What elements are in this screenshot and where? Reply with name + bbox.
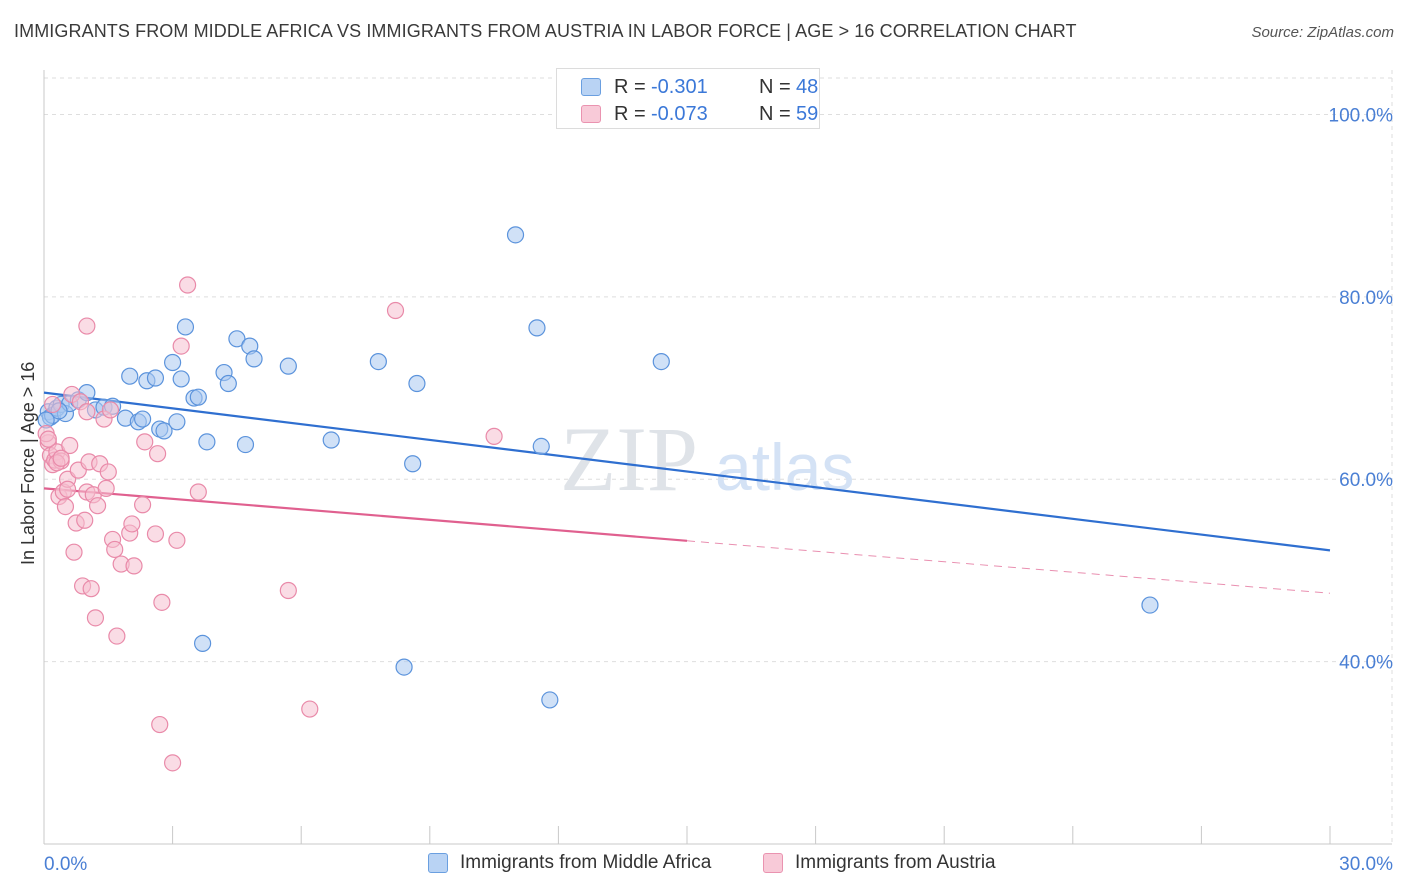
point-middle-africa xyxy=(155,422,173,440)
point-middle-africa xyxy=(176,318,195,336)
point-middle-africa xyxy=(228,330,246,348)
point-middle-africa xyxy=(236,435,255,454)
point-austria xyxy=(61,436,79,455)
trend-line-dashed xyxy=(686,540,1331,594)
point-austria xyxy=(133,496,152,514)
legend-label: Immigrants from Middle Africa xyxy=(460,852,712,873)
point-austria xyxy=(52,449,70,467)
point-austria xyxy=(78,317,96,335)
legend-label: Immigrants from Austria xyxy=(795,852,996,873)
point-middle-africa xyxy=(172,370,190,388)
point-austria xyxy=(151,715,169,734)
y-tick-label: 40.0% xyxy=(1339,653,1393,674)
point-austria xyxy=(101,401,120,419)
point-austria xyxy=(88,497,107,515)
point-austria xyxy=(136,433,154,451)
data-points xyxy=(37,226,1159,772)
point-middle-africa xyxy=(133,410,152,428)
watermark-atlas: atlas xyxy=(715,430,854,504)
trend-lines xyxy=(43,391,1331,594)
point-middle-africa xyxy=(198,433,216,451)
r-value: -0.301 xyxy=(651,76,708,98)
point-austria xyxy=(386,301,405,320)
point-middle-africa xyxy=(146,369,165,387)
point-middle-africa xyxy=(245,350,263,368)
point-middle-africa xyxy=(1141,596,1159,614)
point-austria xyxy=(301,700,319,718)
point-middle-africa xyxy=(121,367,139,385)
point-austria xyxy=(189,483,207,501)
pink-swatch xyxy=(581,105,601,123)
x-tick-label-min: 0.0% xyxy=(44,854,87,875)
point-middle-africa xyxy=(322,431,340,449)
point-austria xyxy=(43,395,62,414)
point-austria xyxy=(153,593,171,611)
point-austria xyxy=(146,525,165,543)
point-middle-africa xyxy=(528,319,546,337)
r-value: -0.073 xyxy=(651,103,708,125)
n-label: N = xyxy=(759,76,791,98)
point-austria xyxy=(56,497,75,516)
point-middle-africa xyxy=(404,455,422,473)
n-value: 59 xyxy=(796,103,819,125)
point-middle-africa xyxy=(395,658,413,676)
source-attribution: Source: ZipAtlas.com xyxy=(1251,24,1394,41)
point-austria xyxy=(76,511,94,529)
point-austria xyxy=(78,403,96,421)
blue-swatch xyxy=(428,853,448,873)
point-austria xyxy=(65,543,83,561)
point-austria xyxy=(108,627,126,645)
x-tick-label-max: 30.0% xyxy=(1339,854,1393,875)
n-value: 48 xyxy=(796,76,819,98)
point-austria xyxy=(148,445,167,463)
gridlines xyxy=(44,70,1393,844)
y-tick-label: 60.0% xyxy=(1339,470,1393,491)
point-austria xyxy=(168,531,186,549)
point-austria xyxy=(106,540,124,559)
y-tick-label: 100.0% xyxy=(1329,105,1394,126)
correlation-legend: R = -0.301 N = 48 R = -0.073 N = 59 xyxy=(556,68,820,129)
point-middle-africa xyxy=(164,353,182,372)
point-austria xyxy=(125,557,143,575)
point-middle-africa xyxy=(168,413,186,431)
point-austria xyxy=(58,480,77,498)
point-middle-africa xyxy=(408,374,426,393)
point-middle-africa xyxy=(541,691,559,709)
point-middle-africa xyxy=(652,353,670,371)
point-middle-africa xyxy=(279,357,297,375)
trend-line-solid xyxy=(43,487,688,542)
point-austria xyxy=(172,337,190,355)
point-austria xyxy=(123,515,141,533)
point-middle-africa xyxy=(369,353,387,371)
y-axis-label: In Labor Force | Age > 16 xyxy=(18,361,38,565)
tick-labels: 40.0% 60.0% 80.0% 100.0% 0.0% 30.0% xyxy=(44,105,1393,875)
watermark: ZIP atlas xyxy=(560,408,854,510)
point-austria xyxy=(86,609,105,627)
point-austria xyxy=(82,580,100,598)
point-middle-africa xyxy=(194,634,212,652)
trend-line-solid xyxy=(43,391,1331,552)
point-austria xyxy=(99,463,117,481)
point-austria xyxy=(39,430,57,448)
n-label: N = xyxy=(759,103,791,125)
point-austria xyxy=(97,479,115,497)
point-austria xyxy=(485,427,503,445)
pink-swatch xyxy=(763,853,783,873)
chart-title: IMMIGRANTS FROM MIDDLE AFRICA VS IMMIGRA… xyxy=(14,21,1077,41)
point-austria xyxy=(164,754,182,772)
r-label: R = xyxy=(614,76,646,98)
point-austria xyxy=(179,276,197,294)
r-label: R = xyxy=(614,103,646,125)
point-middle-africa xyxy=(506,226,525,244)
blue-swatch xyxy=(581,78,601,96)
y-tick-label: 80.0% xyxy=(1339,288,1393,309)
point-austria xyxy=(279,581,297,600)
point-middle-africa xyxy=(189,388,207,406)
point-middle-africa xyxy=(532,437,550,456)
point-middle-africa xyxy=(219,374,237,393)
